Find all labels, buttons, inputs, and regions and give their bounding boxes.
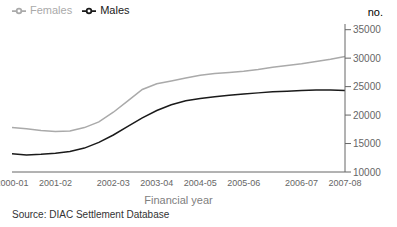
svg-text:2005-06: 2005-06 bbox=[227, 178, 260, 188]
html-text:no.: no. bbox=[367, 6, 383, 18]
svg-text:30000: 30000 bbox=[353, 53, 381, 64]
svg-text:20000: 20000 bbox=[353, 110, 381, 121]
svg-text:35000: 35000 bbox=[353, 24, 381, 35]
svg-text:2006-07: 2006-07 bbox=[285, 178, 318, 188]
svg-text:2007-08: 2007-08 bbox=[328, 178, 361, 188]
svg-text:2003-04: 2003-04 bbox=[140, 178, 173, 188]
svg-text:2002-03: 2002-03 bbox=[97, 178, 130, 188]
svg-text:2004-05: 2004-05 bbox=[184, 178, 217, 188]
html-text:Females: Females bbox=[30, 4, 73, 16]
html-text:Males: Males bbox=[100, 4, 130, 16]
svg-text:Financial year: Financial year bbox=[144, 194, 213, 206]
svg-text:15000: 15000 bbox=[353, 138, 381, 149]
svg-text:10000: 10000 bbox=[353, 167, 381, 178]
svg-text:25000: 25000 bbox=[353, 81, 381, 92]
html-text:Source: DIAC Settlement Databa: Source: DIAC Settlement Database bbox=[12, 209, 170, 220]
svg-text:2000-01: 2000-01 bbox=[8, 178, 29, 188]
svg-text:2001-02: 2001-02 bbox=[39, 178, 72, 188]
